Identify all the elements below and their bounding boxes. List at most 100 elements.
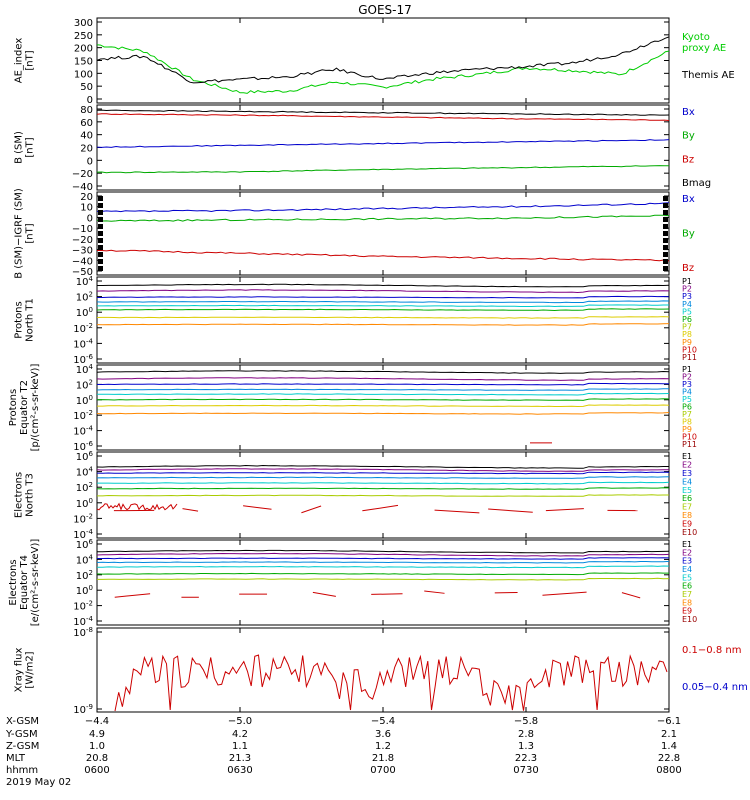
panel-5: ProtonsEquator T2[p/(cm²-s-sr-keV)] 104 10…: [8, 363, 697, 453]
ytick-label: 250: [74, 31, 93, 42]
gap-marker: [663, 196, 668, 201]
series-bmag: [96, 109, 670, 116]
legend-entry: P7: [682, 410, 692, 419]
ytick-label: −10: [72, 224, 93, 235]
series-e4: [96, 476, 670, 479]
legend-entry: P5: [682, 395, 692, 404]
series-e9-segment: [545, 508, 584, 512]
ytick-label: 10-2: [73, 409, 93, 422]
legend-entry: P2: [682, 373, 692, 382]
date-label: 2019 May 02: [6, 777, 71, 788]
figure-title: GOES-17: [358, 3, 412, 17]
ytick-label: 102: [76, 569, 93, 582]
ytick-label: 10-6: [73, 353, 93, 366]
legend-entry: Bmag: [682, 178, 711, 189]
ytick-label: 106: [76, 538, 94, 551]
series-p6: [96, 398, 670, 401]
series-p5: [97, 392, 670, 396]
xaxis-value: −4.4: [85, 716, 109, 727]
panel-4-ylabel: ProtonsNorth T1: [14, 298, 36, 342]
legend-entry: P9: [682, 338, 692, 347]
legend-entry: E8: [682, 511, 692, 520]
legend-entry: P5: [682, 307, 692, 316]
legend-entry: Bz: [682, 263, 694, 274]
gap-marker: [663, 245, 668, 250]
ytick-label: 102: [76, 378, 93, 391]
ytick-label: 10: [80, 203, 93, 214]
series-xray-long: [114, 654, 668, 712]
legend-entry: E3: [682, 469, 692, 478]
xaxis-value: 0700: [370, 765, 395, 776]
series-bx: [96, 139, 670, 148]
legend-entry: P6: [682, 315, 692, 324]
ytick-label: 10-2: [73, 600, 93, 613]
legend-entry: E3: [682, 557, 692, 566]
legend-entry: P4: [682, 388, 692, 397]
legend-entry: 0.05−0.4 nm: [682, 682, 748, 693]
series-e9-segment: [301, 505, 322, 514]
ytick-label: 40: [80, 131, 93, 142]
ytick-label: 104: [76, 553, 94, 566]
legend-entry: P8: [682, 330, 692, 339]
ytick-label: 20: [80, 144, 93, 155]
series-p4: [96, 388, 670, 391]
ytick-label: 50: [80, 82, 93, 93]
series-kyoto-proxy-ae: [96, 44, 670, 94]
ytick-label: 104: [76, 363, 94, 376]
panel-3-frame: [96, 191, 670, 276]
ytick-label: 10-8: [73, 626, 93, 639]
legend-entry: E9: [682, 607, 692, 616]
series-p6: [96, 308, 670, 312]
ytick-label: 10-4: [73, 337, 93, 350]
gap-marker: [98, 196, 103, 201]
series-e9-segment: [371, 593, 403, 595]
gap-marker: [663, 259, 668, 264]
legend-entry: E9: [682, 520, 692, 529]
series-p4: [96, 300, 670, 304]
ytick-label: 300: [74, 18, 93, 29]
series-e9: [96, 502, 178, 511]
xaxis-value: 21.3: [229, 753, 251, 764]
ytick-label: 60: [80, 118, 93, 129]
xaxis-row-label: MLT: [6, 753, 26, 764]
series-e6: [96, 487, 670, 490]
ytick-label: −50: [72, 267, 93, 278]
legend-entry: P2: [682, 285, 692, 294]
xaxis-value: 2.8: [518, 729, 534, 740]
panel-3: B (SM)−IGRF (SM)[nT] 20100−10−20−30−40−50…: [14, 188, 695, 279]
series-e5: [97, 481, 670, 485]
legend-entry: By: [682, 131, 695, 142]
legend-entry: P8: [682, 418, 692, 427]
gap-marker: [98, 238, 103, 243]
series-e3: [96, 471, 670, 475]
gap-marker: [663, 203, 668, 208]
series-bz: [97, 249, 670, 262]
legend-entry: P10: [682, 433, 697, 442]
legend-entry: P3: [682, 292, 692, 301]
xaxis-value: −5.4: [371, 716, 395, 727]
legend-entry: E7: [682, 503, 692, 512]
xaxis-value: 3.6: [375, 729, 391, 740]
series-p1: [96, 370, 670, 374]
legend-entry: E8: [682, 598, 692, 607]
ytick-label: 10-4: [73, 615, 93, 628]
ytick-label: 100: [76, 584, 93, 597]
legend-entry: Kyoto: [682, 32, 710, 43]
legend-entry: By: [682, 229, 695, 240]
series-bx: [97, 202, 670, 213]
xaxis-row-label: Z-GSM: [6, 741, 39, 752]
gap-marker: [98, 231, 103, 236]
panel-5-frame: [96, 364, 670, 451]
legend-entry: E4: [682, 565, 692, 574]
series-e9-segment: [182, 508, 199, 512]
legend-entry: P6: [682, 403, 692, 412]
ytick-label: 0: [87, 156, 93, 167]
xaxis-value: −6.1: [657, 716, 681, 727]
panel-7: ElectronsEquator T4[e/(cm²-s-sr-keV)] 106…: [8, 538, 697, 628]
gap-marker: [98, 259, 103, 264]
legend-entry: E10: [682, 615, 697, 624]
panel-4: ProtonsNorth T1 104 102 100 10-2 10-4 10-6 P1P2…: [14, 275, 698, 366]
